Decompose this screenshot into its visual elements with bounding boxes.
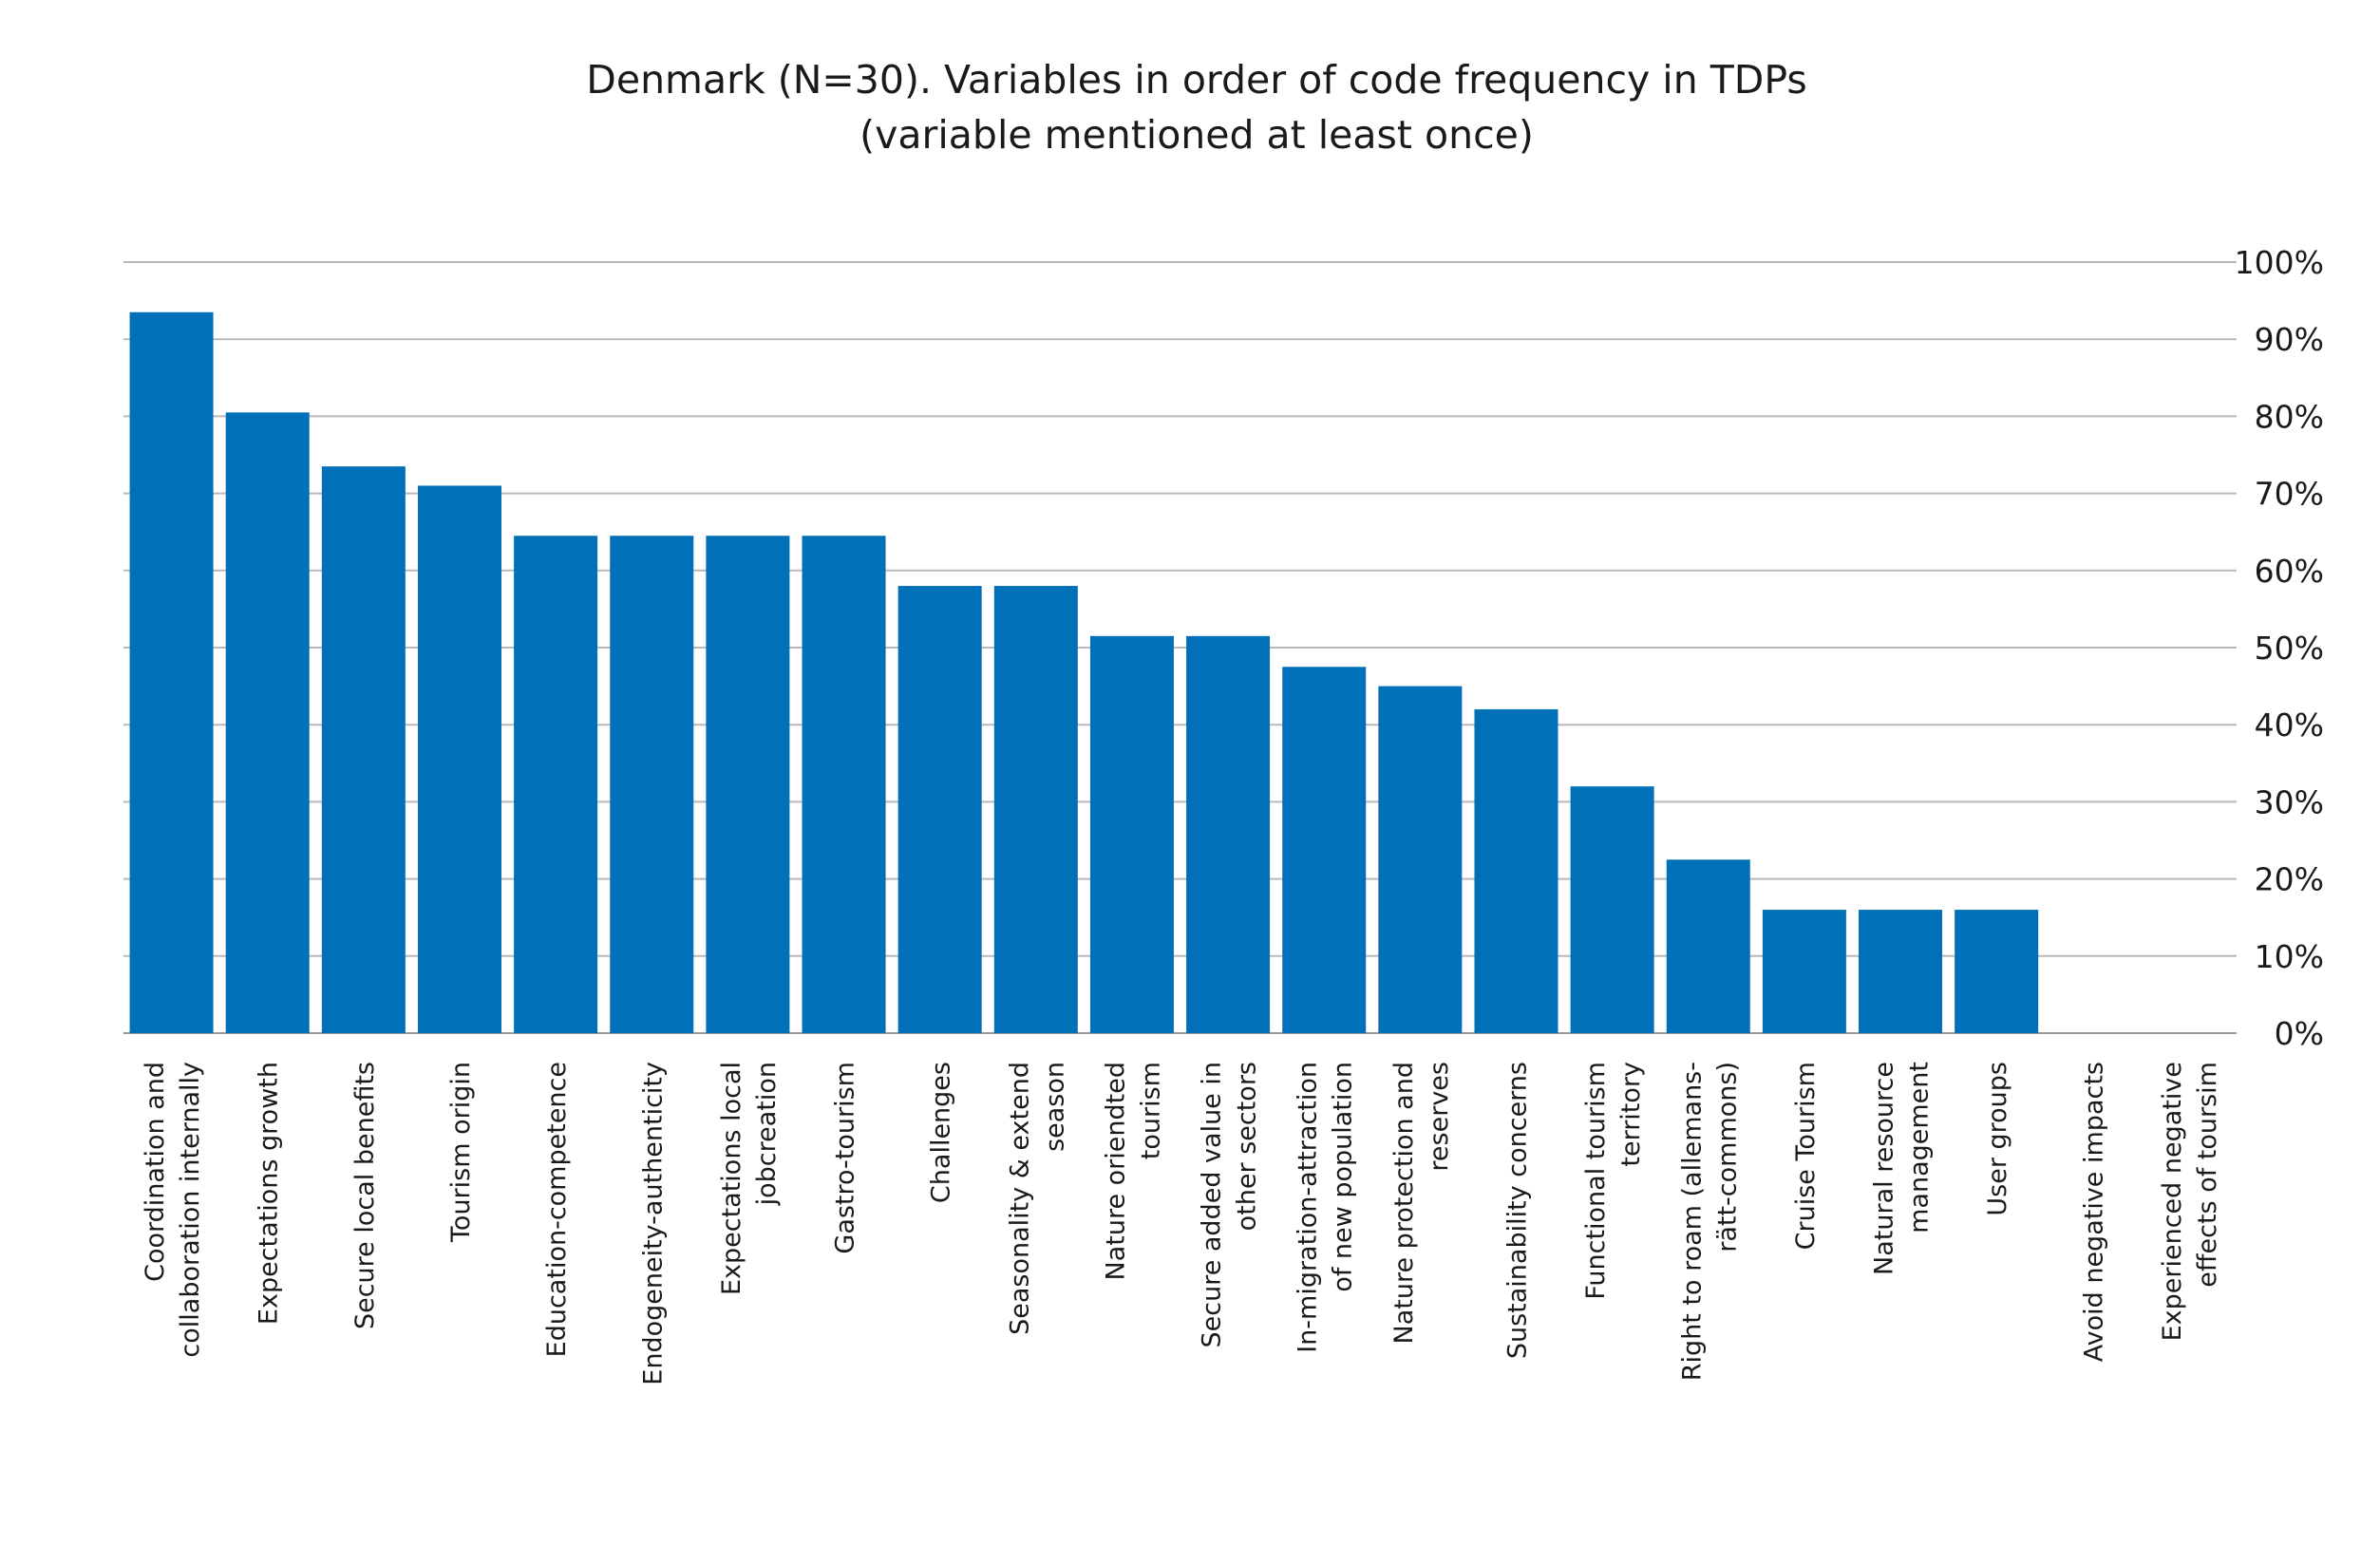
bar xyxy=(1666,859,1750,1033)
bar xyxy=(1474,708,1558,1033)
category-label-line: Education-competence xyxy=(542,1062,572,1357)
category-label: Gastro-tourism xyxy=(831,1062,860,1254)
category-label-line: Avoid negative impacts xyxy=(2079,1062,2108,1362)
category-label: Functional tourism territory xyxy=(1581,1062,1646,1300)
category-label-line: Endogeneity-authenticity xyxy=(638,1062,668,1385)
y-tick-label: 0% xyxy=(2275,1015,2324,1052)
category-label-line: effects of toursim xyxy=(2193,1062,2222,1288)
category-label: Challenges xyxy=(927,1062,956,1203)
bar xyxy=(129,311,214,1033)
bar xyxy=(610,536,694,1033)
bar xyxy=(321,466,406,1033)
category-label: Avoid negative impacts xyxy=(2079,1062,2108,1362)
bar xyxy=(1089,635,1174,1033)
category-label-line: Nature protection and xyxy=(1389,1062,1419,1344)
category-labels: Coordination and collaboration internally… xyxy=(141,1062,2222,1385)
y-tick-label: 10% xyxy=(2255,938,2324,975)
category-label-line: Functional tourism xyxy=(1581,1062,1611,1300)
y-axis-ticks: 0% 10% 20% 30% 40% 50% 60% 70% 80% 90% 100% xyxy=(2235,244,2324,1052)
category-label: Experienced negative effects of toursim xyxy=(2158,1062,2222,1341)
bar xyxy=(1282,667,1367,1033)
category-label-line: User groups xyxy=(1983,1062,2012,1216)
y-tick-label: 90% xyxy=(2255,321,2324,358)
bar xyxy=(1762,910,1846,1033)
category-label-line: In-migration-attraction xyxy=(1294,1062,1323,1353)
bar xyxy=(1955,910,2039,1033)
bar xyxy=(417,485,501,1034)
y-tick-label: 100% xyxy=(2235,244,2324,281)
category-label-line: of new population xyxy=(1329,1062,1358,1292)
chart-title: Denmark (N=30). Variables in order of co… xyxy=(586,57,1806,158)
bar xyxy=(993,586,1078,1033)
category-label-line: Secure added value in xyxy=(1198,1062,1227,1348)
category-label: Natural resource management xyxy=(1870,1062,1935,1275)
category-label: Seasonality & extend season xyxy=(1005,1062,1069,1335)
category-label: User groups xyxy=(1983,1062,2012,1216)
chart-title-line-1: Denmark (N=30). Variables in order of co… xyxy=(586,57,1806,103)
category-label: Tourism origin xyxy=(446,1062,476,1243)
category-label-line: Nature oriendted xyxy=(1101,1062,1130,1280)
category-label: Sustainability concerns xyxy=(1502,1062,1532,1359)
category-label-line: other sectors xyxy=(1233,1062,1262,1231)
category-label-line: territory xyxy=(1616,1062,1646,1167)
bar xyxy=(514,536,598,1033)
bars xyxy=(129,311,2039,1034)
y-tick-label: 40% xyxy=(2255,706,2324,744)
category-label-line: jobcreation xyxy=(752,1062,782,1206)
category-label: Right to roam (allemans-rätt-commons) xyxy=(1677,1062,1742,1381)
category-label-line: rätt-commons) xyxy=(1712,1062,1742,1252)
category-label: Education-competence xyxy=(542,1062,572,1357)
category-label: Secure local benefits xyxy=(350,1062,380,1329)
bar xyxy=(706,536,790,1033)
bar xyxy=(897,586,982,1033)
category-label-line: Coordination and xyxy=(141,1062,170,1282)
category-label-line: Gastro-tourism xyxy=(831,1062,860,1254)
category-label-line: Secure local benefits xyxy=(350,1062,380,1329)
chart-title-line-2: (variable mentioned at least once) xyxy=(859,112,1534,158)
y-tick-label: 20% xyxy=(2255,861,2324,898)
bar xyxy=(1378,686,1463,1033)
category-label: Cruise Tourism xyxy=(1791,1062,1821,1250)
bar xyxy=(1186,635,1271,1033)
y-tick-label: 60% xyxy=(2255,553,2324,590)
category-label-line: reserves xyxy=(1425,1062,1454,1172)
bar xyxy=(1570,786,1654,1033)
y-tick-label: 80% xyxy=(2255,398,2324,435)
category-label-line: Tourism origin xyxy=(446,1062,476,1243)
category-label: Expectations local jobcreation xyxy=(717,1062,782,1295)
category-label-line: collaboration internally xyxy=(176,1062,205,1358)
category-label-line: tourism xyxy=(1136,1062,1165,1159)
category-label-line: Natural resource xyxy=(1870,1062,1899,1275)
y-tick-label: 70% xyxy=(2255,476,2324,513)
category-label-line: Sustainability concerns xyxy=(1502,1062,1532,1359)
category-label: Nature protection and reserves xyxy=(1389,1062,1454,1344)
category-label-line: Cruise Tourism xyxy=(1791,1062,1821,1250)
category-label: Expectations growth xyxy=(255,1062,284,1325)
bar xyxy=(1859,910,1943,1033)
category-label: Nature oriendted tourism xyxy=(1101,1062,1165,1280)
category-label-line: Expectations growth xyxy=(255,1062,284,1325)
category-label-line: Seasonality & extend xyxy=(1005,1062,1034,1335)
category-label: Endogeneity-authenticity xyxy=(638,1062,668,1385)
category-label-line: Right to roam (allemans- xyxy=(1677,1062,1707,1381)
bar xyxy=(802,536,886,1033)
category-label: Secure added value in other sectors xyxy=(1198,1062,1262,1348)
y-tick-label: 30% xyxy=(2255,783,2324,820)
category-label-line: Experienced negative xyxy=(2158,1062,2187,1341)
bar xyxy=(225,412,310,1034)
category-label-line: Expectations local xyxy=(717,1062,746,1295)
category-label: In-migration-attraction of new population xyxy=(1294,1062,1358,1353)
category-label-line: season xyxy=(1040,1062,1069,1152)
category-label-line: Challenges xyxy=(927,1062,956,1203)
category-label: Coordination and collaboration internally xyxy=(141,1062,205,1358)
y-tick-label: 50% xyxy=(2255,630,2324,667)
category-label-line: management xyxy=(1905,1062,1935,1233)
